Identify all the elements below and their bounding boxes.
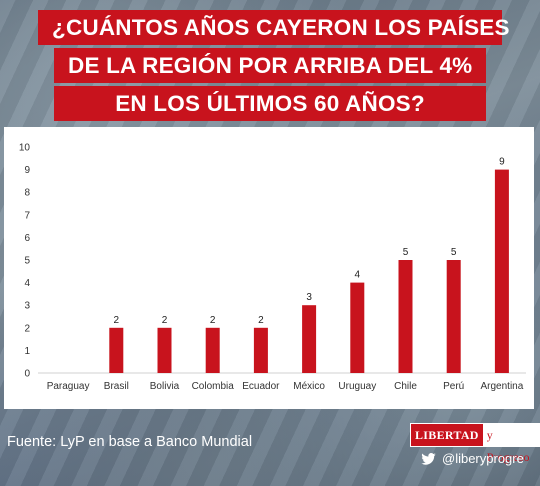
category-label: Brasil [104,381,129,392]
bar [350,282,365,373]
data-label: 2 [162,315,168,326]
chart-panel: 0 1 2 3 4 5 6 7 8 9 10 Paraguay 2 Brasil 2 Bolivia 2 Colo… [4,127,534,409]
data-label: 2 [114,315,120,326]
category-label: Paraguay [47,381,90,392]
y-tick-label: 4 [24,278,30,289]
twitter-icon [421,452,436,465]
social-handle[interactable]: @liberyprogre [421,451,524,466]
category-label: Uruguay [338,381,376,392]
y-tick-label: 8 [24,188,30,199]
bar [302,305,317,373]
data-label: 3 [306,292,312,303]
source-note: Fuente: LyP en base a Banco Mundial [7,434,253,450]
y-tick-label: 3 [24,301,30,312]
bar [446,260,461,373]
y-tick-label: 2 [24,323,30,334]
y-tick-label: 1 [24,346,30,357]
bar [109,327,124,373]
logo-text-libertad: LIBERTAD [411,424,483,446]
data-label: 4 [355,270,361,281]
bar-chart: 0 1 2 3 4 5 6 7 8 9 10 Paraguay 2 Brasil 2 Bolivia 2 Colo… [19,143,526,392]
data-label: 5 [451,247,457,258]
bar [253,327,268,373]
y-tick-label: 0 [24,369,30,380]
brand-logo: LIBERTAD y Progreso [411,424,540,464]
y-tick-label: 5 [24,256,30,267]
logo-text-progreso: y Progreso [482,424,540,464]
data-label: 9 [499,157,505,168]
bar [398,260,413,373]
y-tick-label: 10 [19,143,31,154]
y-tick-label: 9 [24,165,30,176]
title-line-2: DE LA REGIÓN POR ARRIBA DEL 4% [54,48,486,83]
data-label: 2 [210,315,216,326]
y-tick-label: 6 [24,233,30,244]
bar [157,327,172,373]
title-line-3: EN LOS ÚLTIMOS 60 AÑOS? [54,86,486,121]
bar [205,327,220,373]
bar [494,169,509,373]
category-label: Argentina [480,381,523,392]
handle-text: @liberyprogre [442,451,524,466]
data-label: 5 [403,247,409,258]
title-line-1: ¿CUÁNTOS AÑOS CAYERON LOS PAÍSES [38,10,510,45]
category-label: Chile [394,381,417,392]
category-label: Ecuador [242,381,280,392]
category-label: Colombia [192,381,235,392]
category-label: Bolivia [150,381,180,392]
category-label: México [293,381,325,392]
y-tick-label: 7 [24,210,30,221]
data-label: 2 [258,315,264,326]
category-label: Perú [443,381,464,392]
